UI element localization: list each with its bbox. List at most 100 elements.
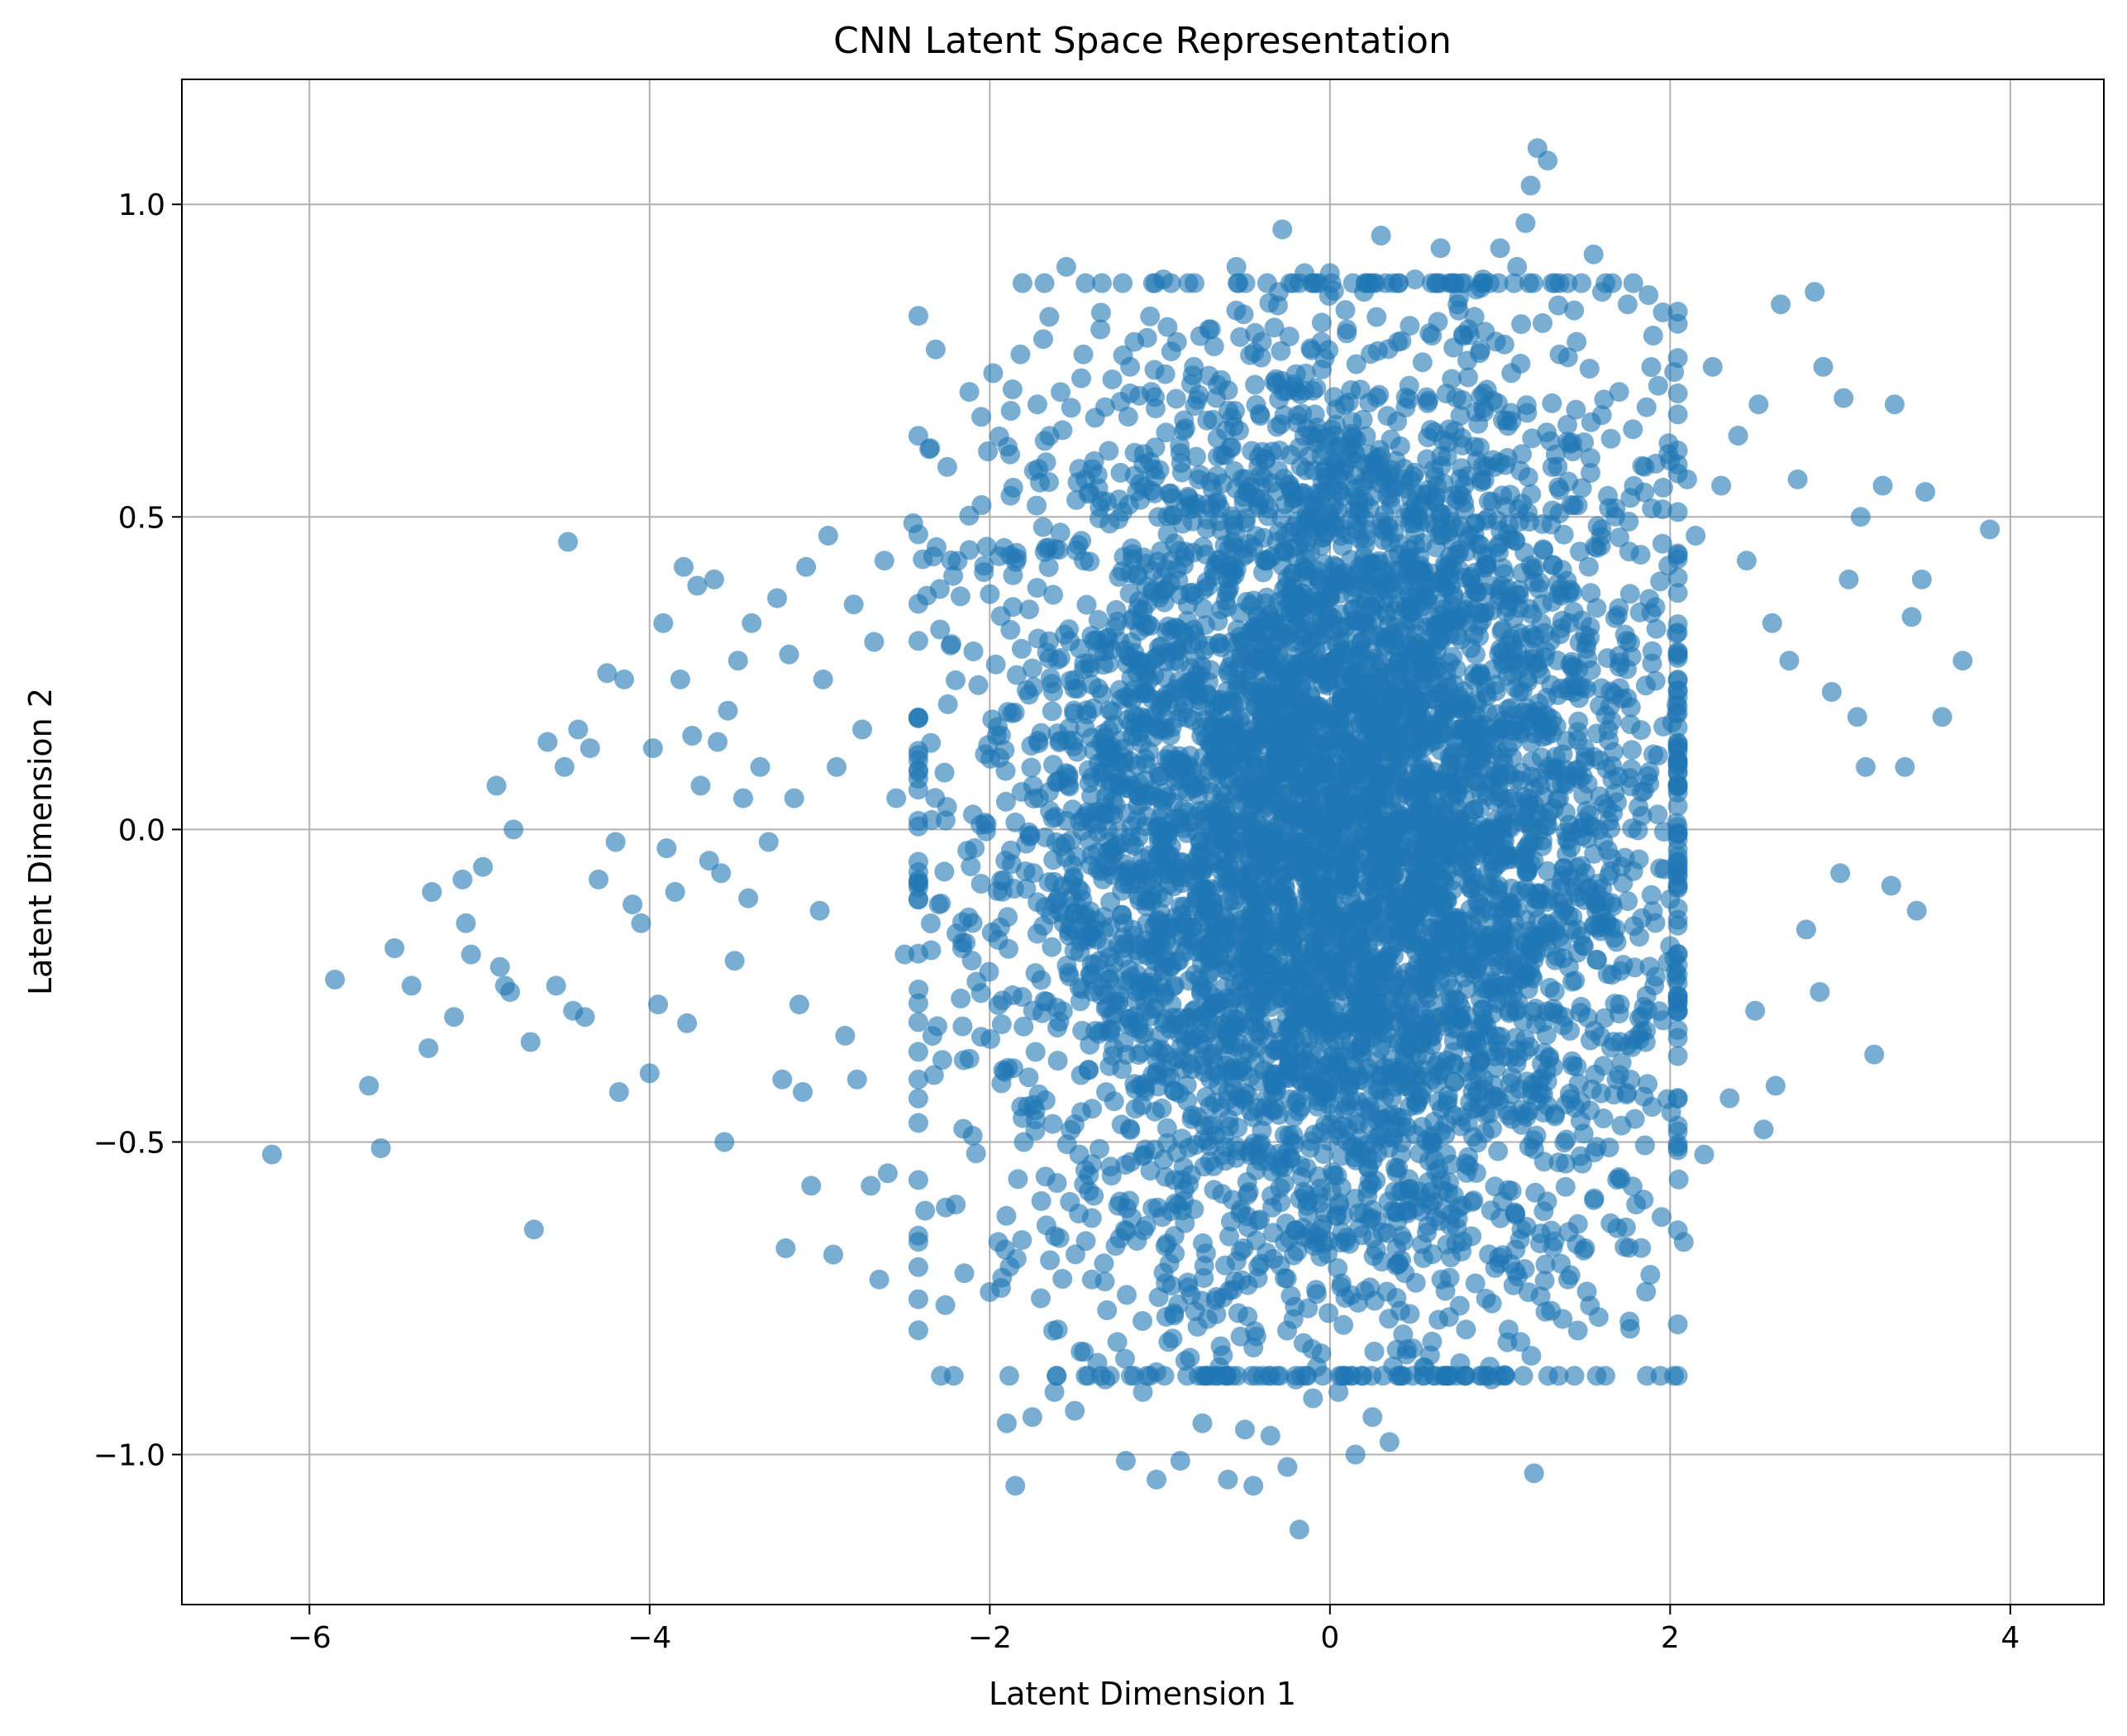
scatter-point <box>1668 1366 1688 1385</box>
scatter-point <box>1035 274 1055 293</box>
scatter-point <box>992 1014 1012 1034</box>
scatter-point <box>1333 518 1352 538</box>
scatter-point <box>1001 401 1021 421</box>
scatter-point <box>978 441 998 461</box>
scatter-point <box>1421 420 1441 440</box>
scatter-point <box>1037 452 1056 472</box>
scatter-point <box>1386 1238 1406 1258</box>
scatter-point <box>1642 357 1662 377</box>
scatter-point <box>1096 1082 1116 1102</box>
scatter-point <box>1637 398 1657 417</box>
scatter-point <box>909 1170 928 1190</box>
scatter-point <box>1039 557 1059 577</box>
scatter-point <box>1668 583 1688 603</box>
scatter-point <box>1400 1304 1419 1324</box>
scatter-point <box>1560 867 1580 887</box>
scatter-point <box>1176 418 1195 438</box>
scatter-point <box>951 586 971 606</box>
scatter-point <box>1156 365 1176 384</box>
scatter-point <box>909 1226 928 1246</box>
scatter-point <box>1668 796 1688 816</box>
scatter-point <box>1600 1137 1619 1157</box>
scatter-point <box>1449 719 1469 739</box>
scatter-point <box>1548 296 1568 316</box>
scatter-point <box>1097 984 1117 1004</box>
scatter-point <box>1522 751 1542 771</box>
scatter-point <box>925 788 945 808</box>
scatter-point <box>959 908 979 928</box>
scatter-point <box>954 1051 974 1071</box>
scatter-point <box>1170 809 1190 829</box>
scatter-point <box>1363 1228 1383 1248</box>
scatter-point <box>1110 1228 1130 1248</box>
scatter-point <box>1648 376 1668 396</box>
scatter-point <box>1668 670 1688 690</box>
scatter-point <box>1156 1307 1176 1327</box>
scatter-point <box>946 670 966 690</box>
scatter-point <box>1548 457 1567 477</box>
scatter-point <box>1571 997 1591 1017</box>
scatter-point <box>934 861 954 881</box>
scatter-point <box>1328 501 1347 521</box>
scatter-point <box>971 983 991 1003</box>
scatter-point <box>909 594 928 613</box>
scatter-point <box>1004 879 1024 899</box>
scatter-point <box>1044 872 1064 892</box>
scatter-point <box>1302 1339 1322 1359</box>
scatter-point <box>1008 1169 1028 1189</box>
scatter-point <box>1245 374 1265 394</box>
scatter-point <box>1538 1191 1557 1211</box>
scatter-point <box>980 584 999 604</box>
scatter-point <box>1265 372 1285 392</box>
scatter-point <box>1607 1070 1627 1090</box>
scatter-point <box>1524 628 1543 648</box>
scatter-point <box>1000 620 1020 640</box>
scatter-point <box>1311 537 1331 556</box>
scatter-point <box>982 923 1002 942</box>
scatter-point <box>999 1257 1019 1276</box>
scatter-point <box>909 1089 928 1109</box>
scatter-point <box>966 1143 986 1163</box>
scatter-point <box>1005 703 1025 723</box>
scatter-point <box>1591 536 1611 556</box>
scatter-point <box>1099 441 1118 460</box>
scatter-point <box>1019 599 1039 619</box>
scatter-point <box>1646 671 1666 691</box>
scatter-point <box>1659 433 1679 453</box>
scatter-point <box>999 1366 1019 1385</box>
scatter-point <box>1366 308 1386 327</box>
scatter-point <box>1347 355 1366 374</box>
scatter-point <box>1619 1312 1639 1332</box>
scatter-point <box>1017 680 1037 700</box>
scatter-point <box>1156 1067 1176 1087</box>
scatter-point <box>1620 584 1640 603</box>
scatter-point <box>1355 492 1375 512</box>
scatter-point <box>1488 1142 1508 1161</box>
scatter-point <box>1184 1199 1204 1219</box>
scatter-point <box>1638 1074 1657 1094</box>
scatter-point <box>909 780 928 799</box>
scatter-point <box>1023 659 1042 679</box>
scatter-point <box>1311 1219 1331 1238</box>
scatter-point <box>1306 379 1326 398</box>
scatter-point <box>1651 1366 1671 1385</box>
scatter-point <box>1118 654 1137 674</box>
scatter-point <box>1652 534 1672 554</box>
scatter-point <box>1587 1366 1607 1385</box>
scatter-point <box>964 641 984 661</box>
scatter-point <box>1030 473 1050 493</box>
scatter-point <box>1476 1289 1496 1309</box>
scatter-point <box>1211 1337 1231 1357</box>
scatter-point <box>1048 1051 1068 1071</box>
scatter-point <box>1452 1117 1471 1137</box>
scatter-point <box>1437 1235 1457 1255</box>
scatter-point <box>1635 1136 1655 1156</box>
scatter-point <box>1080 654 1099 674</box>
plot-area <box>182 79 2104 1605</box>
scatter-point <box>1032 1191 1052 1211</box>
scatter-point <box>998 907 1018 927</box>
scatter-point <box>1285 546 1305 566</box>
scatter-point <box>1028 578 1047 598</box>
scatter-point <box>1601 429 1621 449</box>
